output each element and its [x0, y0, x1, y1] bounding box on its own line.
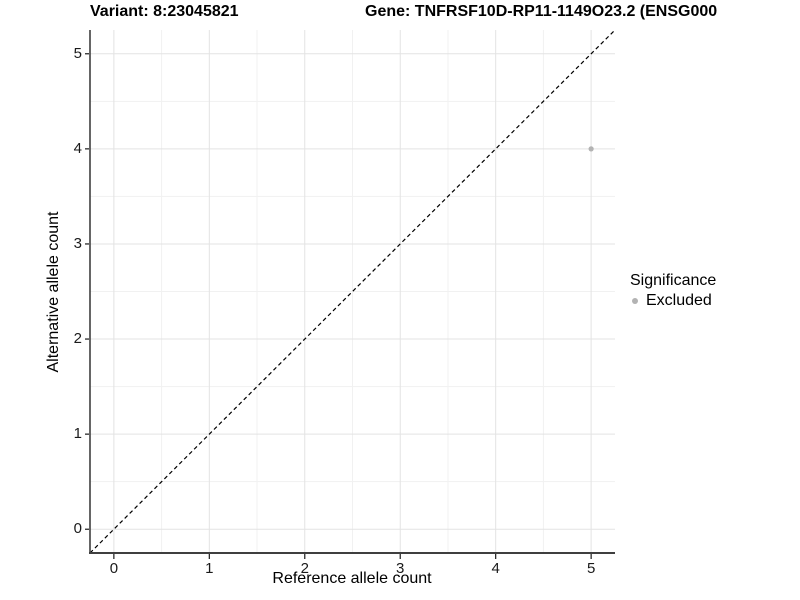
legend-dot-icon — [632, 298, 638, 304]
y-tick-label: 1 — [73, 425, 82, 443]
legend-title: Significance — [630, 272, 717, 289]
y-tick-label: 5 — [73, 44, 82, 62]
gene-title: Gene: TNFRSF10D-RP11-1149O23.2 (ENSG000 — [365, 3, 718, 20]
identity-dashed-line — [89, 29, 616, 554]
y-tick-label: 0 — [73, 520, 82, 538]
x-tick-label: 1 — [205, 560, 214, 577]
y-tick-label: 4 — [73, 139, 82, 157]
legend-entry-label: Excluded — [646, 292, 712, 309]
y-tick-label: 2 — [73, 330, 82, 348]
y-axis-title: Alternative allele count — [45, 211, 62, 373]
x-tick-label: 0 — [109, 560, 119, 577]
x-axis-title: Reference allele count — [272, 570, 432, 587]
y-tick-label: 3 — [73, 234, 82, 252]
x-tick-label: 3 — [396, 560, 405, 577]
variant-title: Variant: 8:23045821 — [90, 3, 239, 20]
data-point — [588, 146, 594, 152]
x-tick-label: 4 — [491, 560, 500, 577]
x-tick-label: 5 — [586, 560, 596, 577]
legend: Significance Excluded — [630, 271, 716, 310]
x-tick-label: 2 — [300, 560, 309, 577]
legend-entry-excluded: Excluded — [632, 292, 716, 310]
